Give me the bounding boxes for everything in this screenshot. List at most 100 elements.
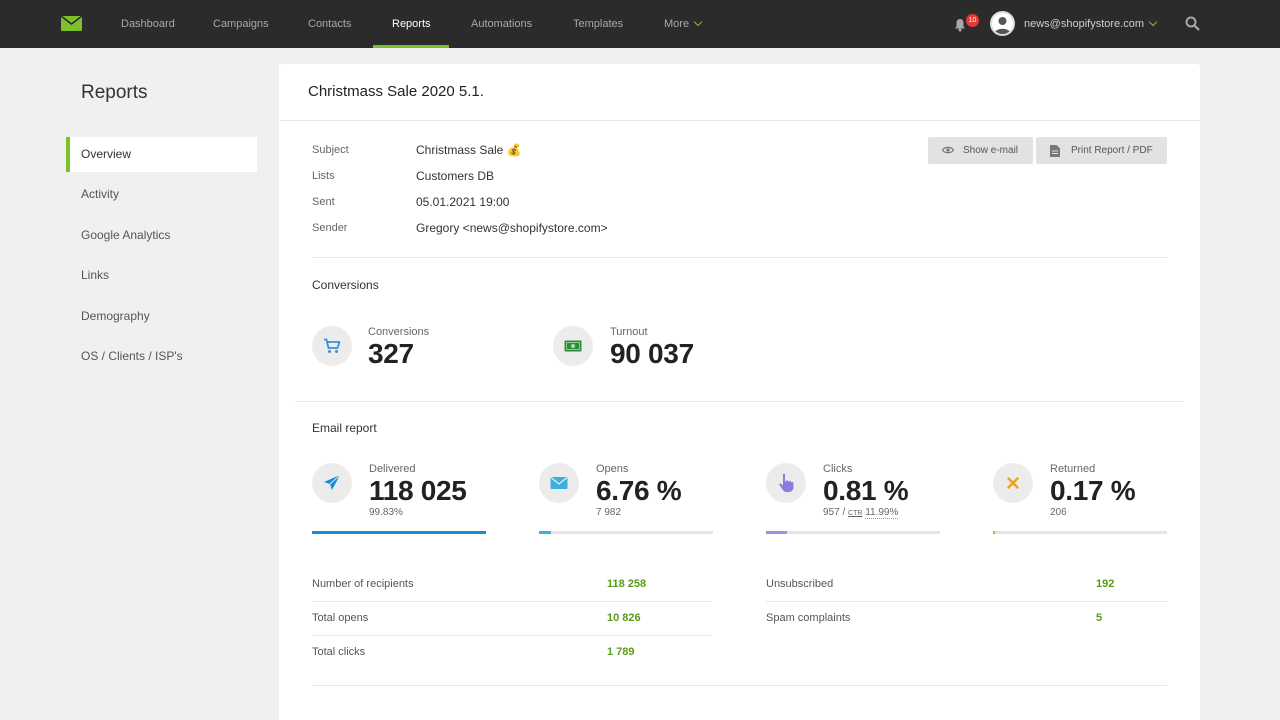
divider: [312, 635, 712, 636]
clicks-progress-bar: [766, 531, 940, 534]
show-email-button[interactable]: Show e-mail: [928, 137, 1033, 164]
divider: [279, 120, 1200, 121]
sidebar-item-overview[interactable]: Overview: [66, 137, 257, 172]
nav-templates[interactable]: Templates: [573, 18, 624, 30]
row-value-spam-complaints: 5: [1096, 612, 1103, 624]
ctr-value: 11.99%: [865, 507, 899, 519]
delivered-value: 118 025: [369, 475, 467, 506]
x-mark-icon: [1007, 477, 1019, 489]
delivered-icon-circle: [312, 463, 352, 503]
user-menu[interactable]: news@shopifystore.com: [1024, 0, 1158, 48]
avatar[interactable]: [990, 11, 1015, 36]
search-icon[interactable]: [1185, 16, 1200, 31]
row-label-total-opens: Total opens: [312, 612, 369, 624]
sidebar-title: Reports: [81, 82, 148, 103]
show-email-label: Show e-mail: [963, 145, 1019, 156]
meta-value-lists: Customers DB: [416, 169, 495, 183]
delivered-percent: 99.83%: [369, 507, 403, 518]
turnout-value: 90 037: [610, 338, 694, 369]
returned-icon-circle: [993, 463, 1033, 503]
nav-more[interactable]: More: [664, 0, 703, 48]
sidebar-item-google-analytics[interactable]: Google Analytics: [81, 228, 171, 242]
print-report-label: Print Report / PDF: [1071, 145, 1153, 156]
user-email: news@shopifystore.com: [1024, 18, 1144, 30]
cart-icon: [324, 338, 341, 353]
notification-badge: 10: [966, 14, 979, 27]
divider: [766, 601, 1167, 602]
delivered-progress-bar: [312, 531, 486, 534]
divider: [295, 401, 1184, 402]
chevron-down-icon: [693, 17, 703, 27]
opens-progress-bar: [539, 531, 713, 534]
opens-count: 7 982: [596, 507, 622, 518]
delivered-label: Delivered: [369, 463, 416, 475]
row-label-spam-complaints: Spam complaints: [766, 612, 851, 624]
campaign-title: Christmass Sale 2020 5.1.: [308, 83, 484, 100]
chevron-down-icon: [1148, 17, 1158, 27]
conversions-label: Conversions: [368, 326, 430, 338]
conversions-value: 327: [368, 338, 414, 369]
bell-icon[interactable]: [954, 18, 966, 32]
meta-label-lists: Lists: [312, 170, 335, 182]
sidebar-item-demography[interactable]: Demography: [81, 309, 150, 323]
envelope-logo-icon[interactable]: [61, 16, 82, 31]
row-value-total-opens: 10 826: [607, 612, 641, 624]
sidebar-item-links[interactable]: Links: [81, 268, 110, 282]
nav-campaigns[interactable]: Campaigns: [213, 18, 269, 30]
clicks-ctr: 957 / CTR 11.99%: [823, 507, 899, 519]
clicks-label: Clicks: [823, 463, 853, 475]
paper-plane-icon: [324, 474, 341, 490]
returned-progress-fill: [993, 531, 995, 534]
returned-progress-bar: [993, 531, 1167, 534]
envelope-icon: [550, 477, 568, 489]
row-label-total-clicks: Total clicks: [312, 646, 366, 658]
conversions-title: Conversions: [312, 278, 379, 292]
print-report-button[interactable]: Print Report / PDF: [1036, 137, 1167, 164]
pointer-hand-icon: [779, 473, 794, 492]
active-tab-indicator: [373, 45, 449, 48]
meta-value-sender: Gregory <news@shopifystore.com>: [416, 221, 608, 235]
conversions-icon-circle: [312, 326, 352, 366]
opens-progress-fill: [539, 531, 551, 534]
nav-dashboard[interactable]: Dashboard: [121, 18, 175, 30]
row-label-recipients: Number of recipients: [312, 578, 414, 590]
ctr-label: CTR: [848, 510, 863, 517]
turnout-label: Turnout: [610, 326, 648, 338]
delivered-progress-fill: [312, 531, 486, 534]
divider: [312, 685, 1167, 686]
row-label-unsubscribed: Unsubscribed: [766, 578, 834, 590]
opens-value: 6.76 %: [596, 475, 682, 506]
returned-label: Returned: [1050, 463, 1096, 475]
meta-value-subject: Christmass Sale 💰: [416, 143, 522, 157]
clicks-count: 957 /: [823, 507, 846, 518]
turnout-icon-circle: [553, 326, 593, 366]
sidebar-item-activity[interactable]: Activity: [81, 187, 120, 201]
nav-contacts[interactable]: Contacts: [308, 18, 352, 30]
row-value-unsubscribed: 192: [1096, 578, 1115, 590]
email-report-title: Email report: [312, 421, 377, 435]
divider: [312, 257, 1167, 258]
document-icon: [1050, 145, 1060, 157]
clicks-icon-circle: [766, 463, 806, 503]
row-value-recipients: 118 258: [607, 578, 647, 590]
clicks-progress-fill: [766, 531, 787, 534]
divider: [312, 601, 712, 602]
meta-label-sender: Sender: [312, 222, 348, 234]
nav-automations[interactable]: Automations: [471, 18, 533, 30]
returned-count: 206: [1050, 507, 1067, 518]
nav-more-label: More: [664, 18, 690, 30]
meta-label-sent: Sent: [312, 196, 335, 208]
meta-value-sent: 05.01.2021 19:00: [416, 195, 510, 209]
report-card: Christmass Sale 2020 5.1. Subject Christ…: [279, 64, 1200, 720]
clicks-value: 0.81 %: [823, 475, 909, 506]
nav-reports[interactable]: Reports: [392, 18, 431, 30]
opens-label: Opens: [596, 463, 629, 475]
row-value-total-clicks: 1 789: [607, 646, 635, 658]
opens-icon-circle: [539, 463, 579, 503]
returned-value: 0.17 %: [1050, 475, 1136, 506]
top-navigation-bar: Dashboard Campaigns Contacts Reports Aut…: [0, 0, 1280, 48]
eye-icon: [942, 146, 954, 154]
money-icon: [564, 340, 582, 352]
sidebar-item-os-clients-isps[interactable]: OS / Clients / ISP's: [81, 349, 183, 363]
meta-label-subject: Subject: [312, 144, 349, 156]
